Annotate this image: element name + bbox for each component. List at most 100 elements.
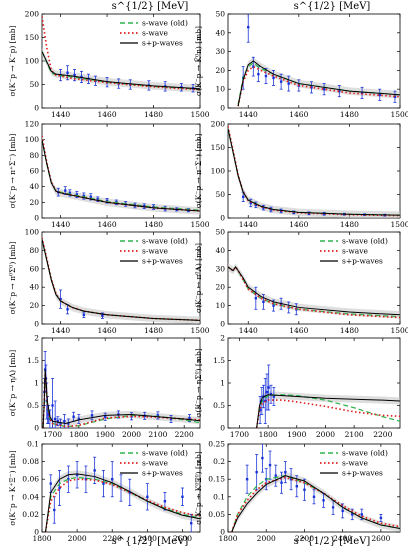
- data-point: [269, 206, 273, 213]
- legend-label: s-wave (old): [342, 449, 388, 458]
- legend: s-wave (old)s-waves+p-waves: [120, 19, 188, 48]
- series-line-dotted: [255, 399, 400, 428]
- y-tick-label: 200: [211, 120, 226, 129]
- y-tick-label: 60: [29, 167, 39, 176]
- panel-6: 1440 1460 1480 1500 0 10 20 30 40 50 σ(K⁻p → π⁰Λ) …: [194, 228, 408, 336]
- y-tick-label: 100: [25, 135, 40, 144]
- x-tick-label: 1480: [144, 110, 163, 119]
- y-tick-label: 20: [215, 283, 225, 292]
- data-point: [254, 201, 258, 209]
- x-tick-label: 1440: [239, 220, 258, 229]
- data-point: [101, 469, 105, 498]
- y-tick-label: 10: [215, 301, 225, 310]
- data-point: [58, 469, 62, 507]
- y-tick-label: 150: [25, 33, 40, 42]
- series-line-solid: [228, 128, 400, 216]
- x-tick-label: 1440: [239, 326, 258, 335]
- y-tick-label: 30: [215, 47, 225, 56]
- series-line-solid: [42, 239, 200, 321]
- y-tick-label: 0: [220, 214, 225, 223]
- series-line-dotted: [237, 65, 400, 107]
- y-tick-label: 100: [211, 167, 226, 176]
- x-tick-label: 2400: [138, 534, 157, 543]
- uncertainty-band: [238, 57, 400, 108]
- data-point: [59, 289, 63, 309]
- data-point: [360, 86, 364, 99]
- data-point: [66, 465, 70, 493]
- panel-10: 1800 2000 2200 2400 2600 0 0.05 0.1 0.15 0.2 0.25 σ…: [194, 440, 401, 543]
- y-tick-label: 0.1: [27, 440, 39, 449]
- series-line-solid: [42, 139, 200, 212]
- x-tick-label: 2200: [373, 430, 392, 439]
- y-axis-label: σ(K⁻p → π⁰Σ⁰) [mb]: [8, 242, 17, 315]
- x-tick-label: 1900: [96, 430, 115, 439]
- series-line-solid: [231, 475, 400, 532]
- y-tick-label: 20: [29, 198, 39, 207]
- top-right-xlabel: s^{1/2} [MeV]: [293, 1, 371, 12]
- y-tick-label: 30: [215, 264, 225, 273]
- y-tick-label: 0: [34, 104, 39, 113]
- series-line-dashed: [44, 476, 200, 532]
- data-point: [77, 414, 81, 424]
- legend-label: s-wave: [142, 459, 169, 468]
- uncertainty-band: [256, 391, 400, 428]
- data-point: [283, 461, 287, 484]
- series-line-dotted: [42, 135, 200, 212]
- y-tick-label: 200: [25, 10, 40, 19]
- x-tick-label: 1460: [98, 110, 117, 119]
- data-point: [254, 286, 258, 310]
- y-tick-label: 50: [215, 228, 225, 237]
- legend-label: s-wave: [342, 247, 369, 256]
- data-point: [56, 416, 60, 427]
- x-tick-label: 2000: [122, 430, 141, 439]
- data-point: [51, 378, 55, 428]
- data-point: [255, 454, 259, 491]
- data-point: [82, 192, 86, 200]
- plot-frame: [227, 13, 401, 109]
- plot-frame: [41, 13, 201, 109]
- series-line-solid: [42, 51, 200, 90]
- y-tick-label: 40: [29, 182, 39, 191]
- x-tick-label: 1480: [340, 110, 359, 119]
- x-tick-label: 2400: [333, 534, 352, 543]
- y-tick-label: 0.08: [22, 457, 39, 466]
- y-tick-label: 120: [25, 120, 40, 129]
- data-point: [268, 450, 272, 480]
- y-tick-label: 1.5: [213, 356, 225, 365]
- x-tick-label: 1500: [190, 326, 209, 335]
- x-tick-label: 1440: [51, 220, 70, 229]
- data-point: [337, 85, 341, 98]
- data-point: [378, 88, 382, 101]
- legend-label: s-wave (old): [342, 237, 388, 246]
- y-axis-label: σ(K⁻p → π⁺Σ⁻) [mb]: [8, 134, 17, 209]
- legend-label: s+p-waves: [142, 39, 183, 48]
- series-line-dashed: [228, 128, 400, 216]
- legend-label: s+p-waves: [142, 257, 183, 266]
- data-point: [322, 83, 326, 96]
- x-tick-label: 1480: [144, 326, 163, 335]
- uncertainty-band: [228, 124, 400, 218]
- legend-label: s-wave (old): [142, 449, 188, 458]
- data-point: [272, 70, 276, 86]
- data-point: [280, 471, 284, 494]
- y-axis-label: σ(K⁻p → ηΣ⁰) [mb]: [194, 348, 203, 417]
- plot-frame: [227, 443, 401, 533]
- data-point: [90, 410, 94, 421]
- x-tick-label: 1800: [32, 534, 51, 543]
- x-tick-label: 2600: [173, 534, 192, 543]
- x-tick-label: 1900: [287, 430, 306, 439]
- data-point: [245, 464, 249, 494]
- y-tick-label: 0.05: [208, 510, 225, 519]
- y-axis-label: σ(K⁻p → K̄⁰n) [mb]: [194, 26, 203, 96]
- uncertainty-band: [45, 470, 200, 532]
- legend-label: s+p-waves: [142, 469, 183, 478]
- legend-label: s-wave (old): [142, 237, 188, 246]
- panel-4: 1440 1460 1480 1500 0 50 100 150 200 σ(K⁻p → π⁻Σ⁺…: [194, 120, 408, 230]
- panel-8: 1700 1800 1900 2000 2100 2200 0 0.5 1 1.5 2 σ(K⁻p →…: [194, 334, 401, 439]
- panel-9: 1800 2000 2200 2400 2600 0 0.02 0.04 0.06 0.08 0.1…: [8, 440, 201, 543]
- series-line-solid: [237, 60, 400, 107]
- uncertainty-band: [42, 235, 200, 324]
- y-tick-label: 50: [29, 80, 39, 89]
- data-point: [249, 198, 253, 208]
- plot-frame: [227, 231, 401, 325]
